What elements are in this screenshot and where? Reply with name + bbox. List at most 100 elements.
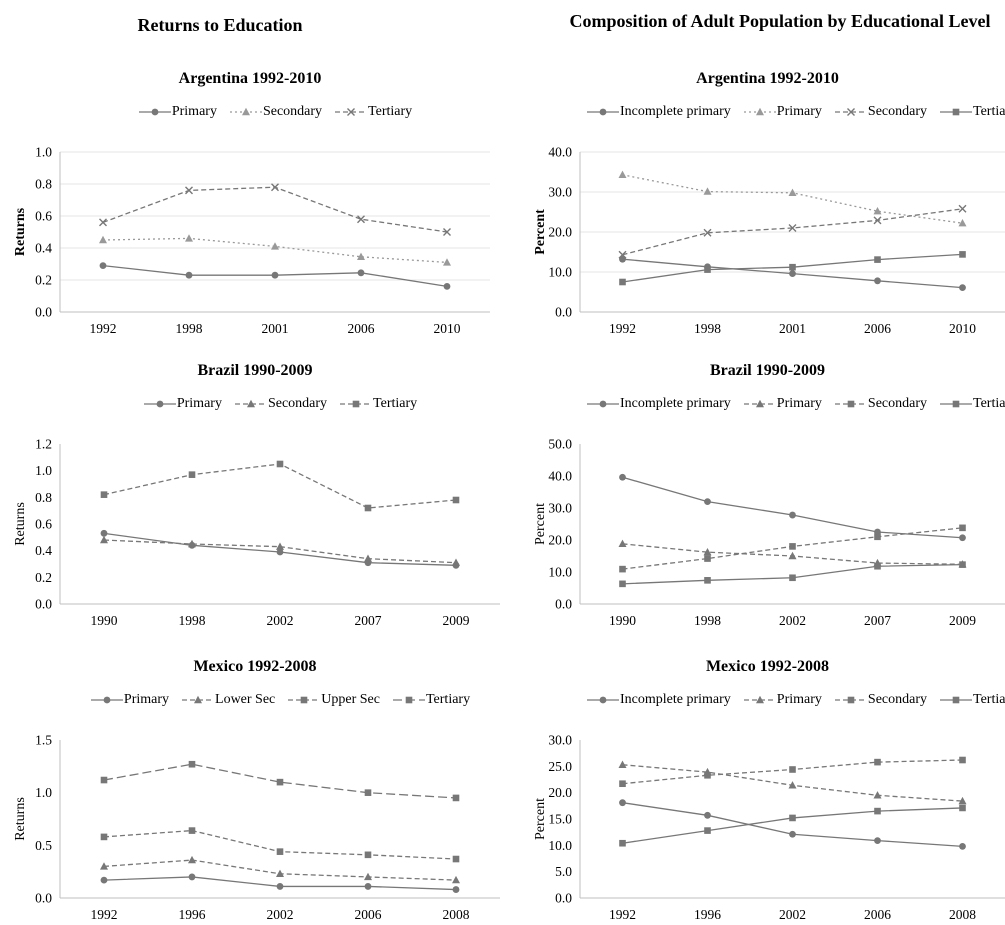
y-tick-label: 30.0 xyxy=(548,733,572,748)
data-point-primary xyxy=(271,271,279,279)
legend-swatch xyxy=(90,696,123,704)
data-point-incomplete-primary xyxy=(619,255,626,263)
data-point-lower-sec xyxy=(364,872,372,881)
data-point-secondary xyxy=(958,204,967,213)
series-line-tertiary xyxy=(102,186,448,233)
legend-label: Upper Sec xyxy=(321,692,380,707)
x-tick-label: 2002 xyxy=(267,907,294,922)
data-point-tertiary xyxy=(364,504,372,512)
legend-item-tertiary: Tertiary xyxy=(334,104,412,120)
legend-marker xyxy=(156,400,164,408)
chart-title: Argentina 1992-2010 xyxy=(178,70,322,87)
legend-swatch xyxy=(834,400,867,408)
data-point-primary xyxy=(703,187,712,195)
data-point-lower-sec xyxy=(276,869,284,877)
data-point-incomplete-primary xyxy=(874,277,881,285)
data-point-primary xyxy=(703,547,712,556)
data-point-primary xyxy=(618,539,627,548)
chart-panel-1: 0.0 0.2 0.4 0.6 0.8 1.0 1992 1998 2001 2006 2010 Re… xyxy=(10,70,490,336)
legend-marker xyxy=(599,696,607,704)
legend-marker xyxy=(300,696,308,704)
composition-heading: Composition of Adult Population by Educa… xyxy=(569,11,991,31)
x-tick-label: 1990 xyxy=(91,613,118,628)
chart-title: Mexico 1992-2008 xyxy=(193,658,317,675)
data-point-tertiary xyxy=(959,251,966,258)
data-point-primary xyxy=(958,219,967,227)
y-tick-label: 1.0 xyxy=(35,785,52,800)
legend-swatch xyxy=(229,107,262,116)
legend-marker xyxy=(599,108,607,116)
legend-item-secondary: Secondary xyxy=(234,396,327,412)
y-tick-label: 0.8 xyxy=(35,490,52,505)
legend-marker xyxy=(151,108,159,116)
x-tick-label: 2008 xyxy=(443,907,470,922)
data-point-incomplete-primary xyxy=(789,830,796,838)
data-point-primary xyxy=(188,873,196,881)
legend-swatch xyxy=(587,400,619,408)
legend-label: Tertiary xyxy=(973,104,1005,119)
legend-item-primary: Primary xyxy=(90,692,169,708)
y-tick-label: 10.0 xyxy=(548,265,572,280)
legend-swatch xyxy=(138,108,171,116)
legend-item-secondary: Secondary xyxy=(834,104,927,120)
data-point-tertiary xyxy=(619,278,626,286)
y-tick-label: 0.8 xyxy=(35,177,52,192)
data-point-primary xyxy=(364,883,372,890)
data-point-incomplete-primary xyxy=(619,473,626,481)
legend-marker xyxy=(246,399,255,408)
data-point-primary xyxy=(185,271,193,279)
y-tick-label: 40.0 xyxy=(548,469,572,484)
data-point-incomplete-primary xyxy=(789,511,796,519)
data-point-tertiary xyxy=(452,794,460,802)
legend-swatch xyxy=(234,399,267,408)
data-point-tertiary xyxy=(99,218,107,227)
data-point-secondary xyxy=(452,558,460,566)
data-point-secondary xyxy=(874,758,881,766)
data-point-tertiary xyxy=(959,804,966,812)
data-point-primary xyxy=(357,269,365,277)
data-point-primary xyxy=(443,283,451,290)
data-point-lower-sec xyxy=(100,862,108,870)
legend-label: Primary xyxy=(123,692,170,707)
data-point-secondary xyxy=(364,554,372,562)
chart-title: Mexico 1992-2008 xyxy=(705,658,830,675)
y-tick-label: 10.0 xyxy=(548,565,572,580)
data-point-tertiary xyxy=(789,263,796,271)
data-point-upper-sec xyxy=(364,851,372,859)
chart-legend: Incomplete primary Primary Secondary Tertia… xyxy=(530,104,1005,120)
legend-label: Secondary xyxy=(867,396,927,411)
data-point-secondary xyxy=(789,766,796,773)
data-point-secondary xyxy=(959,756,966,764)
data-point-tertiary xyxy=(443,228,451,236)
legend-swatch xyxy=(834,108,867,116)
data-point-incomplete-primary xyxy=(874,837,881,844)
legend-marker xyxy=(952,400,960,408)
legend-marker xyxy=(952,108,960,116)
y-axis-label: Percent xyxy=(533,503,548,545)
x-tick-label: 1998 xyxy=(176,321,203,336)
x-tick-label: 2008 xyxy=(949,907,976,922)
data-point-primary xyxy=(958,796,967,805)
series-line-incomplete-primary xyxy=(622,476,963,539)
legend-item-tertiary: Tertiary xyxy=(939,692,1005,708)
y-axis-label: Returns xyxy=(13,797,28,841)
chart-panel-5: 0.0 0.5 1.0 1.5 1992 1996 2002 2006 2008 Returns M… xyxy=(10,658,500,922)
chart-panel-2: 0.0 10.0 20.0 30.0 40.0 1992 1998 2001 2006 2010 P… xyxy=(530,70,1005,336)
chart-plot: 0.0 0.2 0.4 0.6 0.8 1.0 1992 1998 2001 2006 2010 Re… xyxy=(13,145,490,336)
chart-title: Brazil 1990-2009 xyxy=(709,362,826,379)
legend-item-tertiary: Tertiary xyxy=(339,396,417,412)
y-tick-label: 20.0 xyxy=(548,225,572,240)
data-point-primary xyxy=(618,760,627,768)
data-point-tertiary xyxy=(874,562,881,570)
data-point-secondary xyxy=(188,539,196,548)
legend-item-primary: Primary xyxy=(743,396,822,412)
legend-label: Incomplete primary xyxy=(620,396,731,411)
data-point-tertiary xyxy=(704,266,711,273)
y-tick-label: 0.0 xyxy=(555,305,572,320)
data-point-secondary xyxy=(703,228,712,237)
data-point-primary xyxy=(452,886,460,893)
legend-marker xyxy=(405,696,413,704)
data-point-tertiary xyxy=(452,496,460,504)
data-point-primary xyxy=(788,781,797,789)
legend-label: Primary xyxy=(176,396,222,411)
